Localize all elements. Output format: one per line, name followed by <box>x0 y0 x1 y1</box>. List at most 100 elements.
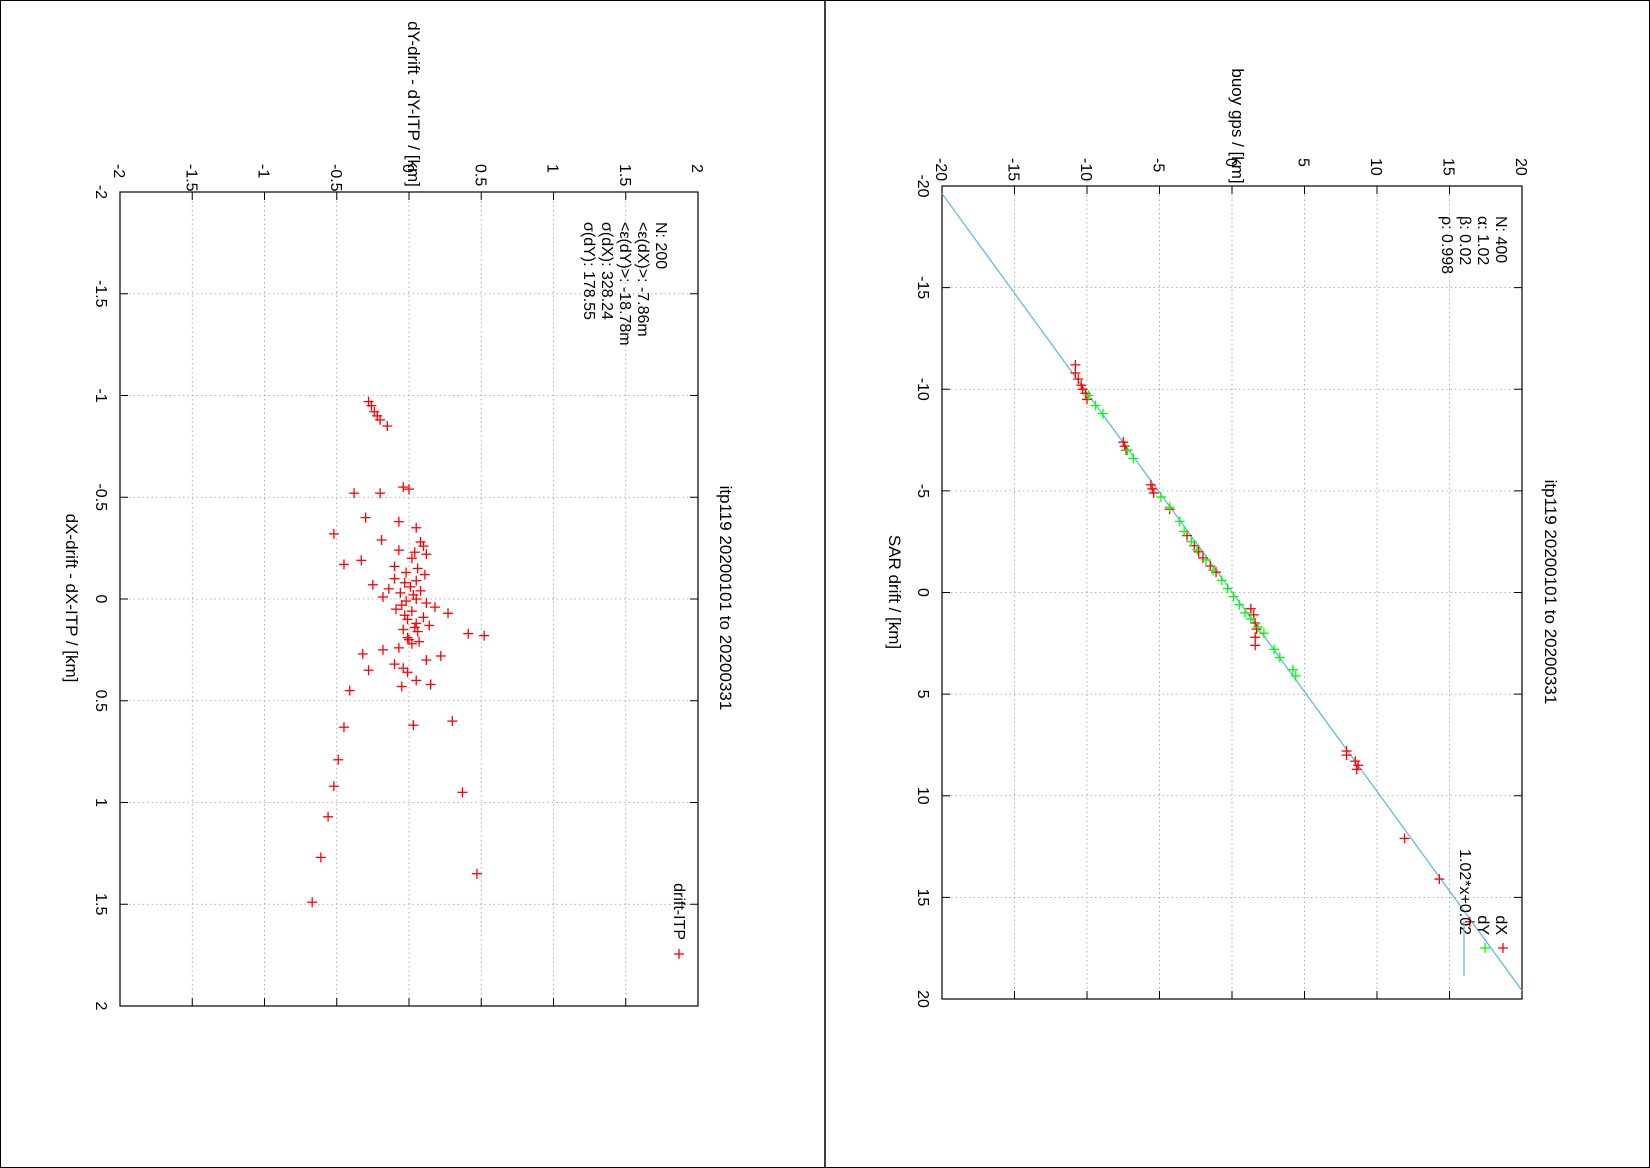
x-tick-label: 1.5 <box>92 893 109 915</box>
point-drift-itp <box>405 581 416 592</box>
y-tick-label: 10 <box>1367 158 1384 176</box>
point-dy <box>1155 491 1166 502</box>
chart-2-x-ticks: -2 -1.5 -1 -0.5 0 0.5 1 1.5 2 <box>92 185 698 1011</box>
point-dx <box>1147 483 1158 494</box>
point-dx <box>1250 640 1261 651</box>
point-dy <box>1245 613 1256 624</box>
point-dy <box>1164 502 1175 513</box>
point-drift-itp <box>338 722 349 733</box>
chart-residuals: -2 -1.5 -1 -0.5 0 0.5 1 1.5 2 -2 -1.5 -1 -0.5 0 0.5 1 1… <box>62 21 735 1010</box>
point-dx <box>1082 394 1092 405</box>
point-drift-itp <box>421 598 432 609</box>
point-dx <box>1351 764 1362 775</box>
chart-1-stat-n: N: 400 <box>1492 216 1509 263</box>
point-drift-itp <box>344 685 355 696</box>
chart-1-stat-beta: β: 0.02 <box>1456 216 1473 265</box>
y-tick-label: -1.5 <box>182 164 199 192</box>
point-drift-itp <box>328 528 339 539</box>
point-drift-itp <box>430 602 441 613</box>
point-drift-itp <box>393 642 404 653</box>
y-tick-label: 0.5 <box>471 164 488 186</box>
point-drift-itp <box>421 655 432 666</box>
legend-mark-dy <box>1480 943 1490 953</box>
chart-2-stat-mean-dy: <ε(dY)>: -18.78m <box>616 222 633 346</box>
x-tick-label: 5 <box>914 690 931 699</box>
point-drift-itp <box>377 644 388 655</box>
chart-1-y-axis-label: buoy gps / [km] <box>1228 68 1247 183</box>
point-drift-itp <box>408 720 419 731</box>
point-drift-itp <box>463 628 474 639</box>
point-drift-itp <box>411 594 422 604</box>
chart-1-fit-line <box>941 193 1523 991</box>
point-drift-itp <box>396 681 407 692</box>
point-drift-itp <box>338 559 349 570</box>
chart-2-x-axis-label: dX-drift - dX-ITP / [km] <box>62 514 81 683</box>
chart-2-legend-marks <box>674 949 684 959</box>
chart-1-stats: N: 400 α: 1.02 β: 0.02 ρ: 0.998 <box>1438 216 1509 274</box>
point-dx <box>1118 437 1129 448</box>
x-tick-label: -10 <box>914 378 931 401</box>
point-drift-itp <box>447 716 458 727</box>
point-drift-itp <box>389 659 400 670</box>
legend-label-drift-itp: drift-ITP <box>670 883 687 940</box>
chart-2-stat-sigma-dy: σ(dY): 178.55 <box>580 222 597 320</box>
x-tick-label: -5 <box>914 484 931 498</box>
legend-mark-dx <box>1498 943 1508 953</box>
point-drift-itp <box>399 577 410 588</box>
point-dy <box>1097 408 1108 419</box>
chart-1-title: itp119 20200101 to 20200331 <box>1541 480 1560 705</box>
point-dy <box>1222 583 1233 594</box>
point-drift-itp <box>411 522 422 533</box>
x-tick-label: 2 <box>92 1002 109 1011</box>
point-dy <box>1287 664 1298 675</box>
chart-2-points <box>307 396 490 908</box>
point-drift-itp <box>393 516 404 527</box>
point-drift-itp <box>435 650 446 661</box>
legend-label-dy: dY <box>1474 915 1491 935</box>
x-tick-label: -0.5 <box>92 483 109 511</box>
point-dy <box>1240 607 1251 618</box>
x-tick-label: -1 <box>92 388 109 402</box>
y-tick-label: 1 <box>544 164 561 173</box>
x-tick-label: 15 <box>914 888 931 906</box>
point-drift-itp <box>357 648 368 659</box>
point-drift-itp <box>382 421 393 432</box>
chart-2-grid <box>120 192 698 1006</box>
point-drift-itp <box>360 512 371 523</box>
point-dy <box>1186 536 1197 547</box>
x-tick-label: 0 <box>92 595 109 604</box>
point-drift-itp <box>349 488 360 499</box>
point-dx <box>1341 750 1352 761</box>
point-drift-itp <box>393 545 404 556</box>
point-dy <box>1208 565 1219 576</box>
point-drift-itp <box>390 604 401 615</box>
point-drift-itp <box>443 608 454 619</box>
y-tick-label: -15 <box>1005 158 1022 181</box>
point-drift-itp <box>363 665 374 676</box>
point-drift-itp <box>328 781 339 792</box>
point-drift-itp <box>367 579 378 590</box>
point-dy <box>1174 516 1185 527</box>
point-dx <box>1073 374 1084 385</box>
legend-mark-drift-itp <box>674 949 684 959</box>
point-drift-itp <box>406 638 417 649</box>
x-tick-label: 20 <box>914 990 931 1008</box>
point-drift-itp <box>415 585 426 596</box>
y-tick-label: 15 <box>1440 158 1457 176</box>
x-tick-label: 1 <box>92 798 109 807</box>
legend-label-dx: dX <box>1492 915 1509 935</box>
chart-1-x-axis-label: SAR drift / [km] <box>885 535 904 649</box>
point-drift-itp <box>471 868 482 879</box>
point-dx <box>1399 833 1410 844</box>
y-tick-label: -10 <box>1077 158 1094 181</box>
point-dx <box>1145 479 1156 490</box>
point-drift-itp <box>402 614 413 625</box>
point-drift-itp <box>457 787 468 798</box>
y-tick-label: 2 <box>688 164 705 173</box>
chart-2-title: itp119 20200101 to 20200331 <box>716 486 735 711</box>
point-dx <box>1193 546 1204 557</box>
chart-2-y-axis-label: dY-drift - dY-ITP / [km] <box>404 21 423 187</box>
point-drift-itp <box>395 587 406 598</box>
